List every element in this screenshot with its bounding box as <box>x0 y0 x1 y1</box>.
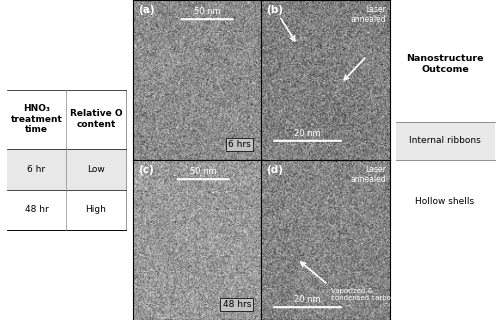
Text: 6 hr: 6 hr <box>28 165 46 174</box>
Text: 20 nm: 20 nm <box>294 129 321 138</box>
Text: Laser
annealed: Laser annealed <box>350 165 386 184</box>
Text: Relative O
content: Relative O content <box>70 109 122 129</box>
Text: 50 nm: 50 nm <box>194 7 220 16</box>
Text: 48 hrs: 48 hrs <box>222 300 251 309</box>
Bar <box>396 122 494 160</box>
Text: 50 nm: 50 nm <box>190 167 216 176</box>
Text: 48 hr: 48 hr <box>24 205 48 214</box>
Text: Nanostructure
Outcome: Nanostructure Outcome <box>406 54 484 74</box>
Text: Low: Low <box>87 165 105 174</box>
Text: Hollow shells: Hollow shells <box>416 197 474 206</box>
Text: (d): (d) <box>266 165 283 175</box>
Text: 6 hrs: 6 hrs <box>228 140 251 149</box>
Text: (a): (a) <box>138 5 154 15</box>
Text: HNO₃
treatment
time: HNO₃ treatment time <box>10 104 62 134</box>
Bar <box>6 189 126 230</box>
Text: Internal ribbons: Internal ribbons <box>409 136 481 145</box>
Text: High: High <box>86 205 106 214</box>
Text: Vaporized &
condensed carbon: Vaporized & condensed carbon <box>331 288 395 301</box>
Text: 20 nm: 20 nm <box>294 295 321 304</box>
Text: Laser
annealed: Laser annealed <box>350 5 386 24</box>
Bar <box>6 90 126 149</box>
Text: (b): (b) <box>266 5 283 15</box>
Bar <box>6 90 126 230</box>
Bar <box>6 149 126 189</box>
Text: (c): (c) <box>138 165 154 175</box>
